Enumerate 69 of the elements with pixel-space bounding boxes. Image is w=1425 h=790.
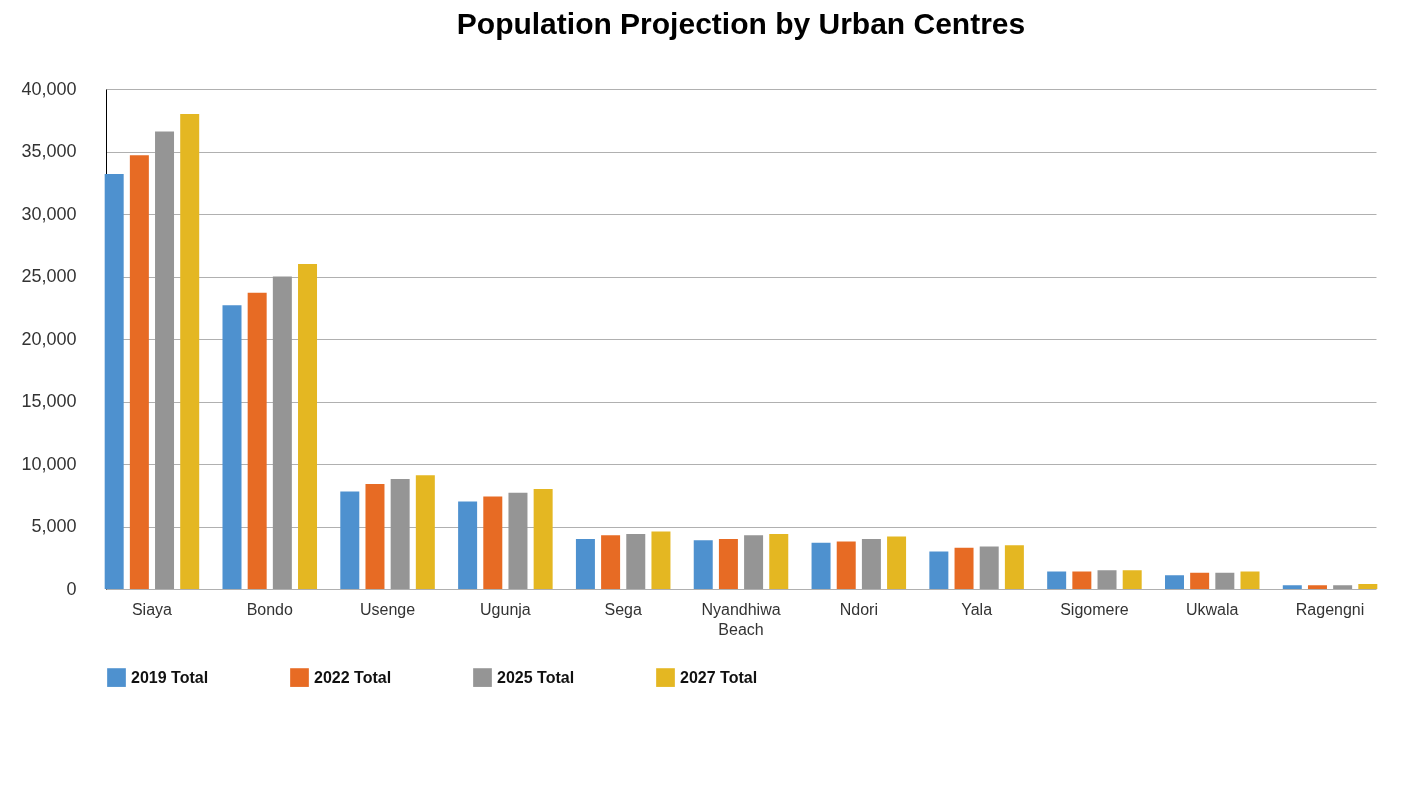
x-tick-label: Ragengni [1295, 600, 1365, 618]
bar [979, 546, 999, 589]
legend-label: 2022 Total [314, 668, 392, 686]
bar [1190, 572, 1210, 589]
bar [575, 539, 595, 589]
chart-title: Population Projection by Urban Centres [456, 7, 1026, 40]
y-tick-label: 25,000 [21, 266, 77, 286]
x-tick-label: Usenge [359, 600, 416, 618]
bar [298, 264, 318, 589]
y-tick-label: 30,000 [21, 203, 77, 224]
bar [1164, 575, 1184, 589]
bar [180, 114, 200, 589]
bar [1307, 585, 1327, 589]
legend-label: 2027 Total [680, 668, 758, 686]
bar [1072, 571, 1092, 589]
bar [1122, 570, 1142, 589]
x-tick-label: Ugunja [480, 600, 531, 618]
bar [1215, 572, 1235, 589]
bar [693, 540, 713, 589]
bar [1004, 545, 1024, 589]
y-tick-label: 0 [66, 578, 77, 599]
bar [415, 475, 435, 589]
bar [626, 534, 646, 589]
bar [836, 541, 856, 589]
bar [954, 547, 974, 589]
bar [508, 492, 528, 589]
bar [340, 491, 360, 589]
x-tick-label: Sigomere [1060, 600, 1129, 618]
x-tick-label: Bondo [246, 600, 293, 618]
bar [458, 501, 478, 589]
x-tick-label: Ndori [839, 600, 878, 618]
bar [222, 305, 242, 589]
bar [247, 292, 267, 589]
x-tick-label: Sega [604, 600, 642, 618]
x-tick-label: Nyandhiwa Beach [701, 600, 781, 638]
bar [929, 551, 949, 589]
bar [1097, 570, 1117, 589]
bar [483, 496, 503, 589]
bar [272, 276, 292, 589]
bar [651, 531, 671, 589]
bar [887, 536, 907, 589]
bar [861, 539, 881, 589]
bar [104, 174, 124, 589]
y-tick-label: 20,000 [21, 328, 77, 349]
bar [533, 489, 553, 589]
bar [1333, 585, 1353, 589]
bar [744, 535, 764, 589]
bar [811, 542, 831, 589]
bar [1358, 584, 1378, 589]
y-tick-label: 40,000 [21, 78, 77, 99]
legend-label: 2025 Total [497, 668, 575, 686]
bar [365, 484, 385, 589]
y-tick-label: 15,000 [21, 391, 77, 411]
x-tick-label: Yala [961, 600, 993, 618]
y-tick-label: 10,000 [21, 453, 77, 474]
bar [1047, 571, 1067, 589]
bar [601, 535, 621, 589]
bar [718, 539, 738, 589]
x-tick-label: Ukwala [1186, 600, 1239, 618]
bar [769, 534, 789, 589]
bar [1240, 571, 1260, 589]
y-tick-label: 35,000 [21, 141, 77, 161]
bar [1282, 585, 1302, 589]
bar [155, 131, 175, 589]
y-tick-label: 5,000 [31, 516, 77, 536]
legend-label: 2019 Total [131, 668, 209, 686]
bar [129, 155, 149, 589]
x-tick-label: Siaya [131, 600, 173, 618]
bar [390, 479, 410, 589]
